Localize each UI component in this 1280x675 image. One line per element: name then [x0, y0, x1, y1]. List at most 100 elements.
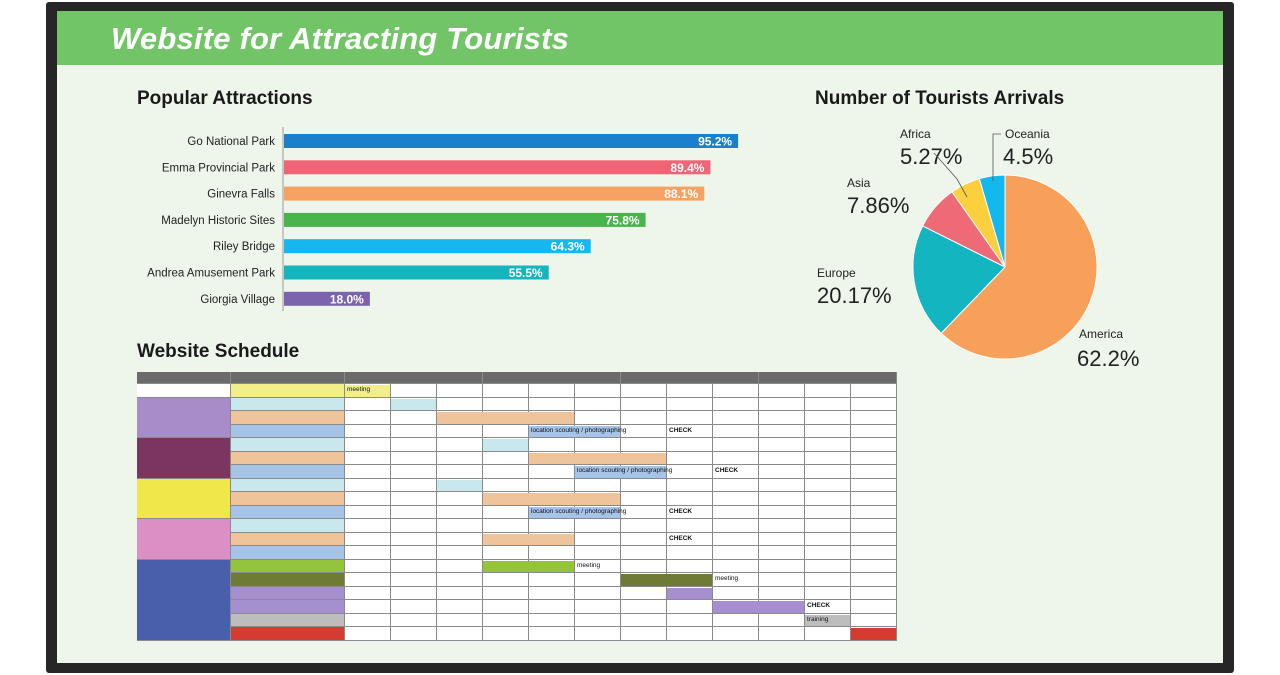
schedule-week-cell: [345, 411, 391, 425]
schedule-note-label: meeting: [715, 575, 739, 582]
schedule-week-cell: [437, 505, 483, 519]
website-schedule-table: meeting location scouting / photographing…: [137, 372, 897, 642]
schedule-week-cell: [667, 532, 713, 546]
schedule-week-cell: [437, 519, 483, 533]
schedule-week-cell: [483, 397, 529, 411]
bar-category-label: Ginevra Falls: [207, 189, 275, 201]
schedule-week-cell: [805, 478, 851, 492]
schedule-week-cell: [851, 559, 897, 573]
schedule-week-cell: [575, 397, 621, 411]
schedule-week-cell: [621, 627, 667, 641]
schedule-week-cell: [483, 519, 529, 533]
schedule-week-cell: [575, 478, 621, 492]
schedule-week-cell: [805, 384, 851, 398]
bar: [284, 265, 549, 280]
oceania-leader-line: [992, 133, 1001, 181]
schedule-header-content: [137, 372, 231, 384]
schedule-bar: [437, 479, 482, 491]
schedule-week-cell: [575, 586, 621, 600]
schedule-week-cell: [529, 384, 575, 398]
schedule-week-cell: [667, 411, 713, 425]
schedule-work-cell: [231, 532, 345, 546]
schedule-week-cell: [437, 451, 483, 465]
schedule-header-work: [231, 372, 345, 384]
schedule-week-cell: [805, 627, 851, 641]
schedule-week-cell: [345, 424, 391, 438]
bar: [284, 186, 705, 201]
schedule-week-cell: [529, 627, 575, 641]
schedule-week-cell: [483, 627, 529, 641]
bar: [284, 160, 711, 175]
schedule-header-month: [621, 372, 759, 384]
schedule-week-cell: [805, 411, 851, 425]
schedule-week-cell: [713, 546, 759, 560]
schedule-week-cell: [713, 465, 759, 479]
bar: [284, 291, 370, 306]
schedule-work-cell: [231, 586, 345, 600]
schedule-week-cell: [437, 465, 483, 479]
schedule-week-cell: [805, 451, 851, 465]
schedule-week-cell: [345, 465, 391, 479]
schedule-note-label: training: [807, 615, 829, 623]
schedule-week-cell: [851, 573, 897, 587]
schedule-week-cell: [713, 613, 759, 627]
schedule-week-cell: [805, 505, 851, 519]
schedule-week-cell: [437, 600, 483, 614]
schedule-week-cell: [391, 586, 437, 600]
schedule-week-cell: [621, 613, 667, 627]
schedule-week-cell: [851, 438, 897, 452]
title-bar: Website for Attracting Tourists: [57, 11, 1223, 65]
schedule-week-cell: [759, 559, 805, 573]
schedule-week-cell: [805, 465, 851, 479]
schedule-work-cell: [231, 451, 345, 465]
schedule-week-cell: [437, 573, 483, 587]
schedule-week-cell: [345, 546, 391, 560]
schedule-note-label: meeting: [577, 561, 601, 569]
schedule-week-cell: [759, 505, 805, 519]
schedule-week-cell: [667, 613, 713, 627]
schedule-work-cell: [231, 492, 345, 506]
schedule-work-cell: [231, 465, 345, 479]
schedule-week-cell: [713, 519, 759, 533]
pie-slice-label: Africa: [900, 127, 931, 141]
schedule-week-cell: [437, 438, 483, 452]
schedule-week-cell: [575, 546, 621, 560]
pie-section-title: Number of Tourists Arrivals: [815, 88, 1065, 109]
schedule-week-cell: [805, 573, 851, 587]
schedule-week-cell: [713, 532, 759, 546]
schedule-group: [137, 559, 231, 641]
schedule-header-month: [759, 372, 897, 384]
schedule-week-cell: [621, 586, 667, 600]
schedule-week-cell: [391, 600, 437, 614]
schedule-week-cell: [391, 627, 437, 641]
schedule-week-cell: [345, 438, 391, 452]
schedule-week-cell: [851, 600, 897, 614]
schedule-week-cell: [391, 411, 437, 425]
schedule-bar: [345, 385, 390, 397]
schedule-week-cell: [437, 424, 483, 438]
schedule-week-cell: [713, 505, 759, 519]
pie-slice-value: 4.5%: [1003, 144, 1053, 169]
schedule-work-cell: [231, 600, 345, 614]
schedule-bar: [529, 506, 620, 518]
schedule-bar: [851, 628, 896, 640]
schedule-week-cell: [621, 532, 667, 546]
schedule-work-cell: [231, 384, 345, 398]
pie-slice-value: 62.2%: [1077, 346, 1139, 371]
schedule-week-cell: [575, 613, 621, 627]
schedule-bar: [713, 601, 804, 613]
schedule-week-cell: [437, 559, 483, 573]
schedule-week-cell: [805, 397, 851, 411]
schedule-week-cell: [713, 627, 759, 641]
schedule-week-cell: [621, 397, 667, 411]
schedule-work-cell: [231, 559, 345, 573]
schedule-week-cell: [345, 600, 391, 614]
pie-slice: [912, 225, 1006, 334]
schedule-week-cell: [759, 465, 805, 479]
schedule-week-cell: [851, 492, 897, 506]
bar-value-label: 89.4%: [670, 161, 704, 175]
schedule-week-cell: [713, 451, 759, 465]
schedule-week-cell: [345, 478, 391, 492]
schedule-week-cell: [713, 424, 759, 438]
schedule-work-cell: [231, 627, 345, 641]
